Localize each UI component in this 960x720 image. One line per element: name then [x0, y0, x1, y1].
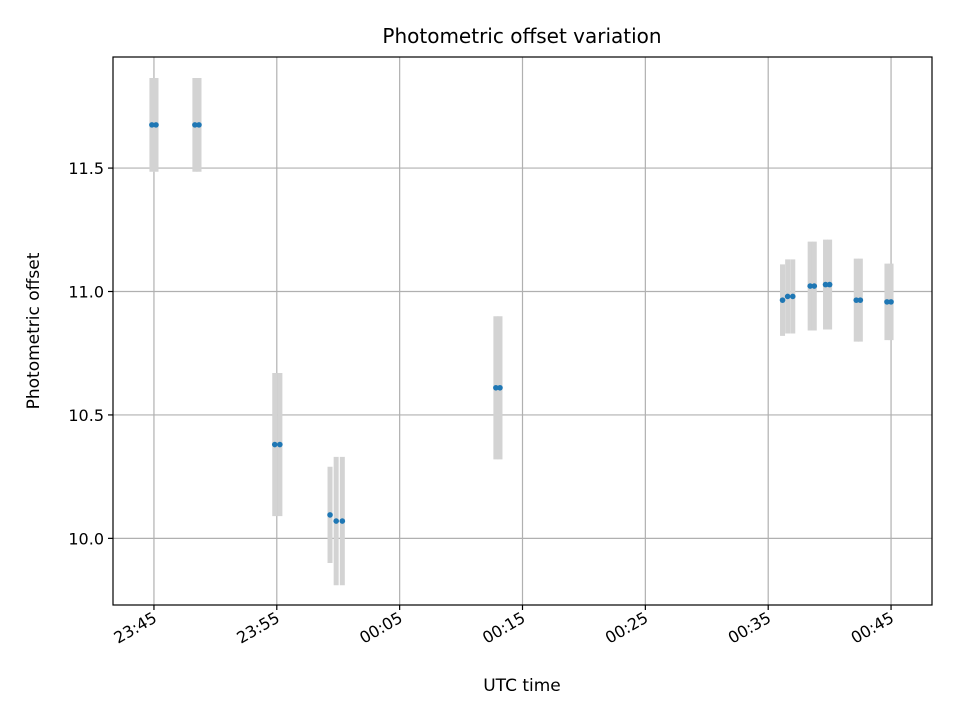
data-point — [822, 281, 829, 288]
data-point — [333, 518, 339, 524]
data-point — [339, 518, 346, 524]
x-tick-label: 00:15 — [479, 608, 528, 648]
x-tick-label: 00:25 — [602, 608, 651, 648]
data-point — [789, 293, 796, 300]
y-axis: 10.0 10.5 11.0 11.5 — [68, 159, 113, 548]
x-tick-label: 00:45 — [848, 608, 897, 648]
x-axis-label: UTC time — [483, 676, 561, 696]
data-point — [779, 297, 786, 303]
data-points — [149, 122, 894, 524]
data-point — [271, 441, 278, 448]
data-point — [884, 299, 890, 305]
data-point — [497, 384, 503, 391]
x-tick-label: 23:45 — [111, 608, 160, 648]
data-point — [493, 384, 499, 391]
data-point — [277, 441, 283, 448]
data-point — [153, 122, 159, 128]
error-bars — [149, 77, 894, 586]
grid — [113, 57, 932, 605]
y-tick-label: 10.5 — [68, 406, 104, 425]
data-point — [192, 122, 198, 128]
x-axis: 23:45 23:55 00:05 00:15 00:25 00:35 00:45 — [111, 605, 897, 648]
data-point — [826, 281, 833, 288]
data-point — [857, 297, 864, 303]
chart-title: Photometric offset variation — [382, 24, 661, 48]
data-point — [807, 283, 813, 289]
data-point — [149, 122, 155, 128]
y-tick-label: 11.5 — [68, 159, 104, 178]
y-tick-label: 11.0 — [68, 283, 104, 302]
data-point — [784, 293, 791, 300]
x-tick-label: 23:55 — [233, 608, 282, 648]
data-point — [811, 283, 818, 289]
x-tick-label: 00:35 — [725, 608, 774, 648]
data-point — [853, 297, 860, 303]
data-point — [327, 512, 333, 518]
data-point — [888, 299, 894, 305]
data-point — [196, 122, 202, 128]
y-tick-label: 10.0 — [68, 529, 104, 548]
x-tick-label: 00:05 — [356, 608, 405, 648]
y-axis-label: Photometric offset — [24, 252, 44, 409]
